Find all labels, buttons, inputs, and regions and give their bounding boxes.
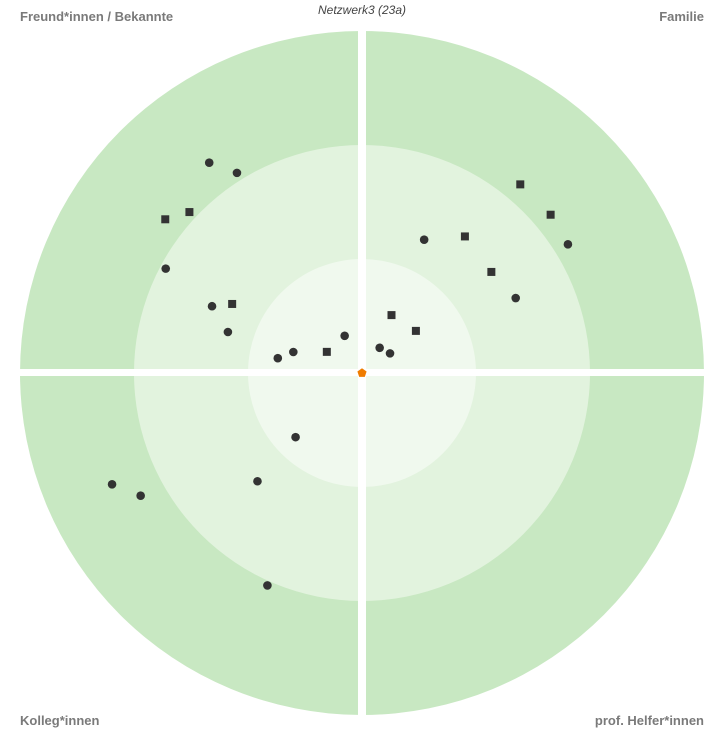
person-marker-square <box>185 208 194 217</box>
person-marker-circle <box>289 347 298 357</box>
person-marker-square <box>322 347 331 356</box>
person-marker-circle <box>253 476 262 486</box>
person-marker-circle <box>419 235 429 245</box>
person-marker-square <box>411 326 420 335</box>
person-marker-circle <box>207 301 217 311</box>
ego-marker <box>357 368 367 377</box>
person-marker-circle <box>375 343 384 353</box>
person-marker-circle <box>161 264 171 273</box>
quadrant-label-professional-helpers: prof. Helfer*innen <box>595 713 704 728</box>
person-marker-circle <box>511 293 520 303</box>
quadrant-label-colleagues: Kolleg*innen <box>20 713 100 728</box>
person-marker-circle <box>385 349 395 358</box>
person-marker-circle <box>563 240 573 249</box>
person-marker-circle <box>263 581 272 590</box>
person-marker-circle <box>273 353 283 363</box>
person-marker-square <box>546 210 555 219</box>
quadrant-label-family: Familie <box>659 9 704 24</box>
chart-title: Netzwerk3 (23a) <box>318 3 406 17</box>
person-marker-circle <box>223 327 233 337</box>
person-marker-circle <box>136 491 145 500</box>
person-marker-circle <box>340 331 349 341</box>
people-layer <box>107 158 573 590</box>
person-marker-circle <box>204 158 214 168</box>
person-marker-square <box>161 215 170 224</box>
person-marker-circle <box>291 432 300 442</box>
person-marker-square <box>228 299 237 308</box>
person-marker-square <box>516 180 525 189</box>
person-marker-square <box>387 311 396 320</box>
person-marker-circle <box>232 168 242 178</box>
person-marker-square <box>460 232 469 241</box>
quadrant-label-friends: Freund*innen / Bekannte <box>20 9 173 24</box>
person-marker-square <box>487 267 496 276</box>
person-marker-circle <box>107 479 117 489</box>
